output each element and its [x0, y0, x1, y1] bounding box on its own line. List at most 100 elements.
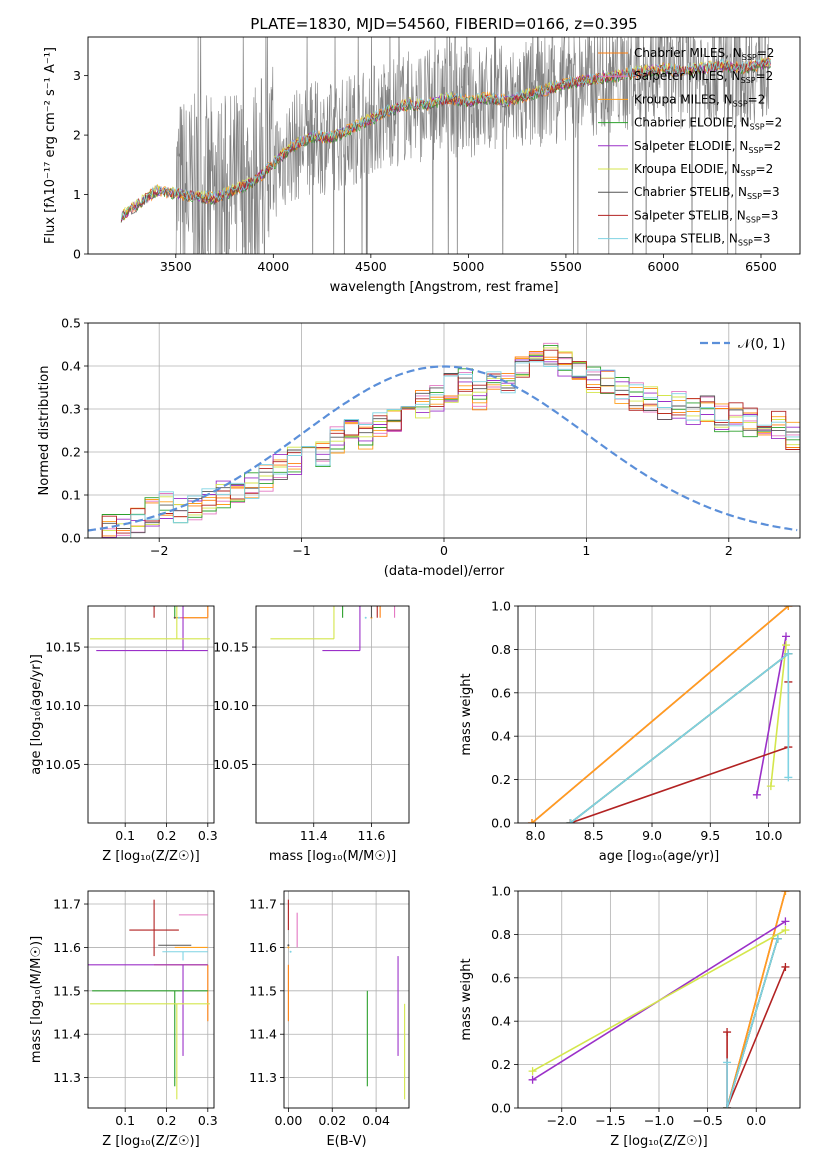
errorbar-point — [90, 606, 210, 640]
legend-entry-label: Chabrier MILES, NSSP=2 — [634, 46, 774, 62]
y-tick-label: 10.10 — [213, 698, 249, 713]
plot-area-mass_weight_vs_age — [518, 606, 800, 823]
model-spectrum-line — [120, 58, 772, 222]
panel-mass_weight_vs_Z: −2.0 −1.5 −1.0 −0.5 0.0 0.0 0.2 0.4 0.6 0.8 1.0 Z [… — [459, 884, 801, 1149]
errorbar-point — [173, 616, 176, 619]
mass-weight-marker — [781, 891, 790, 895]
x-tick-label: 0.3 — [198, 828, 218, 843]
y-tick-label: 0.6 — [491, 970, 511, 985]
x-tick-label: 3500 — [160, 259, 192, 274]
x-axis-label: Z [log₁₀(Z/Z☉)] — [102, 1134, 199, 1149]
x-tick-label: 0.2 — [157, 1113, 177, 1128]
mass-weight-marker — [566, 819, 575, 823]
axes-frame — [255, 605, 410, 824]
mass-weight-marker — [781, 962, 790, 971]
mass-weight-marker — [784, 606, 793, 610]
x-tick-label: −2 — [150, 543, 168, 558]
y-tick-label: 11.3 — [53, 1070, 81, 1085]
residual-histogram-line — [88, 356, 800, 538]
errorbar-point — [88, 964, 208, 1056]
y-tick-label: 0.0 — [61, 531, 81, 546]
normal-reference-curve — [88, 365, 798, 532]
x-axis-label: Z [log₁₀(Z/Z☉)] — [102, 849, 199, 864]
legend-entry-label: Salpeter MILES, NSSP=2 — [634, 69, 773, 85]
y-tick-label: 0.0 — [491, 1101, 511, 1116]
panel-mass_vs_EBV: 0.00 0.02 0.04 11.3 11.4 11.5 11.6 11.7 E(B-V) — [249, 890, 410, 1149]
legend-entry-label: 𝒩(0, 1) — [738, 337, 785, 352]
axes-frame — [517, 890, 801, 1109]
errorbar-point — [322, 606, 361, 652]
y-axis-label: Flux [fλ10⁻¹⁷ erg cm⁻² s⁻¹ A⁻¹] — [43, 47, 58, 244]
residual-histogram-line — [88, 347, 800, 538]
y-tick-label: 0.4 — [491, 1014, 511, 1029]
y-tick-label: 11.5 — [249, 983, 277, 998]
errorbar-point — [129, 899, 179, 957]
x-axis-label: E(B-V) — [326, 1134, 366, 1149]
point-marker — [177, 616, 180, 619]
plot-area-age_vs_Z — [88, 606, 214, 823]
errorbar-point — [287, 946, 290, 949]
y-tick-label: 0.2 — [491, 1057, 511, 1072]
x-tick-label: 2 — [725, 543, 733, 558]
point-marker — [287, 944, 290, 947]
point-marker — [173, 616, 176, 619]
axes-frame — [87, 322, 801, 539]
x-tick-label: −1 — [292, 543, 310, 558]
y-axis-label: Normed distribution — [37, 366, 52, 496]
y-tick-label: 0.5 — [61, 316, 81, 331]
legend-entry-label: Kroupa STELIB, NSSP=3 — [634, 232, 771, 248]
y-tick-label: 0.6 — [491, 685, 511, 700]
residual-histogram-line — [88, 351, 800, 538]
mass-weight-marker — [766, 782, 775, 791]
legend: Chabrier MILES, NSSP=2 Salpeter MILES, NS… — [598, 46, 782, 248]
errorbar-point — [364, 616, 367, 619]
y-axis-label: mass [log₁₀(M/M☉)] — [29, 936, 44, 1063]
mass-weight-line — [770, 645, 787, 787]
plot-area-residuals — [88, 323, 800, 538]
panel-spectrum: 3500 4000 4500 5000 5500 6000 6500 0 1 2 3 waveleng… — [43, 36, 801, 295]
mass-weight-marker — [784, 773, 793, 782]
axes-frame — [283, 890, 410, 1109]
y-tick-label: 10.15 — [213, 640, 249, 655]
y-tick-label: 0.8 — [491, 927, 511, 942]
y-tick-label: 10.05 — [213, 757, 249, 772]
y-axis-label: mass weight — [459, 673, 474, 755]
y-tick-label: 1 — [73, 187, 81, 202]
x-tick-label: 8.0 — [526, 828, 546, 843]
errorbar-point — [162, 951, 208, 961]
errorbar-point — [174, 606, 209, 619]
legend-entry-label: Chabrier STELIB, NSSP=3 — [634, 185, 780, 201]
model-spectrum-line — [120, 58, 772, 221]
mass-weight-line — [726, 938, 779, 1108]
mass-weight-line — [569, 652, 790, 823]
errorbar-point — [270, 606, 335, 640]
x-tick-label: 4000 — [257, 259, 289, 274]
y-tick-label: 0.4 — [491, 729, 511, 744]
residual-histogram-line — [88, 361, 800, 538]
plot-area-mass_weight_vs_Z — [518, 891, 800, 1108]
observed-spectrum-line — [175, 37, 770, 254]
residual-histogram-line — [88, 353, 800, 538]
mass-weight-marker — [781, 917, 790, 926]
x-tick-label: 0 — [440, 543, 448, 558]
errorbar-point — [287, 944, 290, 947]
mass-weight-marker — [781, 926, 790, 935]
mass-weight-marker — [752, 790, 761, 799]
x-axis-label: Z [log₁₀(Z/Z☉)] — [610, 1134, 707, 1149]
plot-area-age_vs_mass — [256, 606, 409, 823]
x-tick-label: 0.0 — [746, 1113, 766, 1128]
y-tick-label: 0.0 — [491, 816, 511, 831]
legend-entry-label: Chabrier ELODIE, NSSP=2 — [634, 116, 782, 132]
x-tick-label: −1.5 — [595, 1113, 625, 1128]
y-tick-label: 0.8 — [491, 642, 511, 657]
x-tick-label: 5500 — [550, 259, 582, 274]
x-tick-label: 5000 — [452, 259, 484, 274]
mass-weight-line — [532, 929, 786, 1072]
y-axis-label: mass weight — [459, 958, 474, 1040]
x-axis-label: (data-model)/error — [384, 564, 505, 579]
y-tick-label: 2 — [73, 128, 81, 143]
y-tick-label: 11.4 — [249, 1027, 277, 1042]
x-tick-label: 0.04 — [362, 1113, 390, 1128]
axes-frame — [517, 605, 801, 824]
